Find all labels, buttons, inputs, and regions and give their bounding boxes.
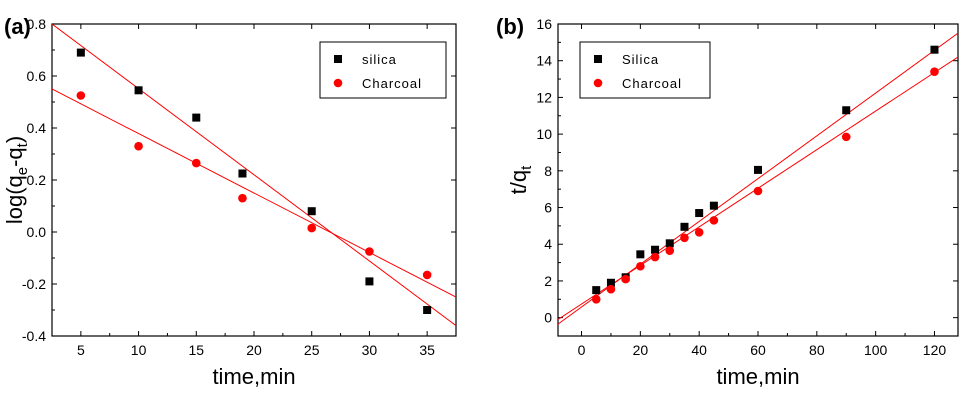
- fit-line-charcoal: [52, 88, 456, 298]
- x-tick-label: 35: [419, 342, 435, 358]
- legend-label: Charcoal: [362, 76, 422, 91]
- x-tick-label: 0: [578, 342, 586, 358]
- data-point-silica: [754, 165, 762, 174]
- y-axis-label: log(qe​-qt​): [2, 136, 31, 224]
- x-tick-label: 30: [362, 342, 378, 358]
- data-point-charcoal: [680, 233, 689, 243]
- x-tick-label: 40: [691, 342, 707, 358]
- x-tick-label: 25: [304, 342, 320, 358]
- data-point-silica: [680, 222, 689, 231]
- panel-a-kinetics-plot: 5 10 15 20 25 30 35 -0.4 -0.2 0.0 0.2 0.4 0.6 0.8 time…: [2, 14, 457, 389]
- fit-line-silica: [52, 24, 456, 327]
- panel-label: (b): [496, 14, 524, 39]
- x-tick-label: 20: [633, 342, 649, 358]
- x-tick-label: 120: [923, 342, 947, 358]
- data-point-silica: [636, 250, 645, 259]
- data-point-charcoal: [841, 132, 851, 142]
- data-point-silica: [365, 277, 374, 286]
- legend-label: silica: [362, 52, 397, 67]
- x-tick-label: 15: [188, 342, 204, 358]
- data-point-charcoal: [422, 270, 432, 280]
- data-point-charcoal: [191, 158, 201, 168]
- data-point-charcoal: [665, 246, 675, 255]
- legend-marker-square: [594, 55, 602, 63]
- y-tick-label: 4: [544, 236, 552, 252]
- y-tick-label: 8: [544, 163, 552, 179]
- legend-marker-circle: [333, 78, 343, 88]
- legend-label: Silica: [622, 52, 659, 67]
- panel-label: (a): [4, 14, 31, 39]
- x-tick-label: 100: [864, 342, 888, 358]
- data-point-silica: [76, 48, 85, 57]
- data-point-charcoal: [621, 274, 630, 284]
- data-point-charcoal: [238, 193, 247, 203]
- data-point-silica: [709, 201, 718, 210]
- data-point-charcoal: [365, 247, 374, 256]
- data-point-silica: [307, 207, 316, 216]
- y-tick-label: -0.4: [22, 328, 46, 344]
- data-point-charcoal: [606, 284, 616, 294]
- y-tick-label: 0.8: [27, 16, 47, 32]
- y-tick-label: 0.6: [27, 68, 47, 84]
- y-axis-label: t/qt​: [506, 165, 535, 194]
- data-point-silica: [842, 106, 851, 115]
- x-tick-label: 60: [750, 342, 766, 358]
- data-point-charcoal: [753, 186, 763, 196]
- data-point-silica: [606, 278, 615, 287]
- data-point-silica: [192, 113, 201, 122]
- data-point-charcoal: [591, 294, 601, 304]
- legend-box: [579, 41, 711, 99]
- y-tick-label: 10: [536, 126, 552, 142]
- data-point-silica: [423, 306, 432, 314]
- data-point-silica: [592, 286, 601, 295]
- x-tick-label: 80: [809, 342, 825, 358]
- y-tick-label: 2: [544, 273, 552, 289]
- y-tick-label: -0.2: [22, 276, 46, 292]
- data-point-silica: [238, 169, 247, 178]
- y-tick-label: 0.2: [27, 172, 47, 188]
- data-point-charcoal: [709, 216, 719, 225]
- legend-marker-circle: [593, 78, 603, 88]
- y-tick-label: 0.0: [27, 224, 47, 240]
- data-point-charcoal: [650, 252, 660, 262]
- x-tick-label: 5: [77, 342, 85, 358]
- data-point-charcoal: [76, 91, 86, 100]
- data-point-silica: [651, 245, 660, 254]
- y-tick-label: 16: [536, 16, 552, 32]
- legend-marker-square: [334, 55, 342, 63]
- legend-box: [319, 41, 447, 99]
- y-tick-label: 0.4: [27, 120, 47, 136]
- panel-b-kinetics-plot: 0 20 40 60 80 100 120 0 2 4 6 8 10 12 14 16 time,min t/qt…: [496, 14, 959, 389]
- x-tick-label: 10: [131, 342, 147, 358]
- y-tick-label: 6: [544, 200, 552, 216]
- data-point-silica: [930, 45, 939, 54]
- y-tick-label: 12: [536, 89, 552, 105]
- y-tick-label: 14: [536, 53, 552, 69]
- data-point-silica: [134, 86, 143, 95]
- data-point-charcoal: [930, 67, 939, 77]
- data-point-charcoal: [636, 261, 645, 271]
- y-tick-label: 0: [544, 310, 552, 326]
- data-point-charcoal: [694, 228, 704, 237]
- x-axis-label: time,min: [716, 364, 799, 389]
- data-point-charcoal: [134, 141, 143, 151]
- data-point-silica: [665, 239, 674, 248]
- data-point-charcoal: [307, 223, 317, 233]
- data-point-silica: [695, 209, 704, 218]
- legend-label: Charcoal: [622, 76, 682, 91]
- x-tick-label: 20: [246, 342, 262, 358]
- x-axis-label: time,min: [212, 364, 295, 389]
